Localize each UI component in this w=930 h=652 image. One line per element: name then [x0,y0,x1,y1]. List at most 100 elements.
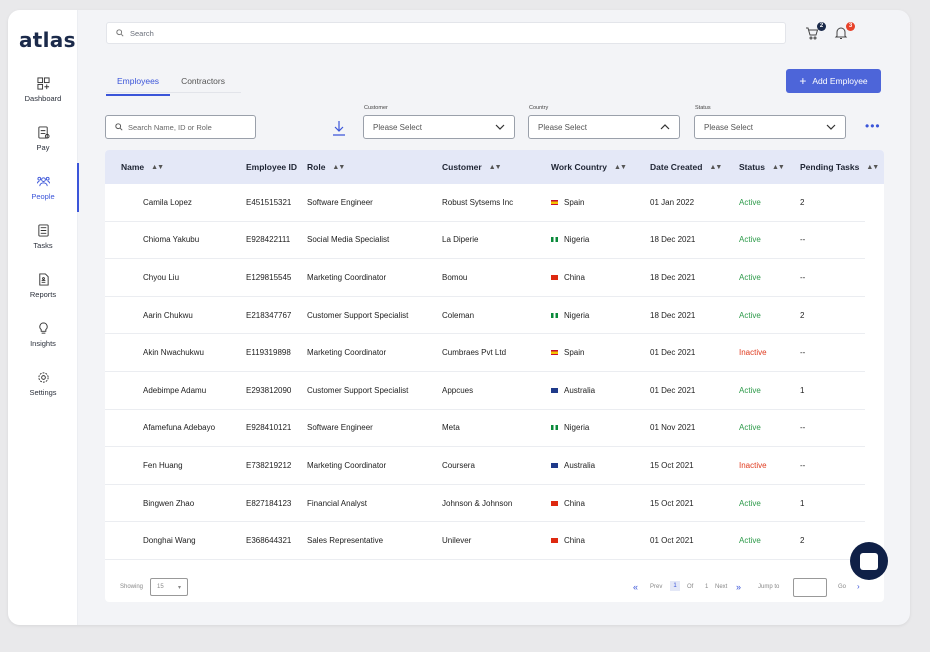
reports-icon [38,272,49,286]
page-size-value: 15 [157,584,164,590]
work-country-text: China [564,272,585,282]
column-header-customer[interactable]: Customer ▲▼ [442,162,502,172]
table-row[interactable]: Akin Nwachukwu E119319898 Marketing Coordi… [105,334,865,372]
sidebar-item-settings[interactable]: Settings [8,359,78,408]
customer-filter-select[interactable]: Please Select [363,115,515,139]
customer-name: Appcues [442,372,473,409]
employee-role: Sales Representative [307,522,383,559]
add-employee-button[interactable]: + Add Employee [786,69,881,93]
table-row[interactable]: Chioma Yakubu E928422111 Social Media Spec… [105,222,865,260]
download-icon[interactable] [332,120,346,136]
tab-employees[interactable]: Employees [106,70,171,96]
flag-icon [551,274,558,280]
flag-icon [551,425,558,431]
employees-table: Name ▲▼ Employee ID Role ▲▼ Customer ▲▼ Wor… [105,150,884,602]
more-options-icon[interactable]: ••• [865,119,881,133]
notifications-button[interactable]: 3 [834,22,855,42]
date-created: 15 Oct 2021 [650,485,694,522]
customer-name-text: Johnson & Johnson [442,498,513,508]
pending-tasks: -- [800,447,805,484]
cart-button[interactable]: 2 [805,22,826,42]
column-header-name[interactable]: Name ▲▼ [121,162,164,172]
table-row[interactable]: Chyou Liu E129815545 Marketing Coordinator… [105,259,865,297]
flag-icon [551,350,558,356]
status-badge: Active [739,410,761,447]
customer-filter-label: Customer [364,105,388,111]
customer-name: Coursera [442,447,475,484]
flag-icon [551,199,558,205]
status-badge: Active [739,522,761,559]
sidebar-item-insights[interactable]: Insights [8,310,78,359]
date-created: 01 Dec 2021 [650,334,695,371]
column-header-employee-id[interactable]: Employee ID [246,162,298,172]
jump-to-input[interactable] [793,578,827,597]
employee-name-text: Chyou Liu [143,272,180,282]
employee-id-text: E451515321 [246,197,292,207]
of-label: Of [687,584,694,590]
employee-name: Bingwen Zhao [143,485,194,522]
column-header-status[interactable]: Status ▲▼ [739,162,785,172]
showing-label: Showing [120,584,144,590]
sidebar-item-dashboard[interactable]: Dashboard [8,65,78,114]
add-employee-label: Add Employee [812,76,868,86]
employee-id: E928422111 [246,222,290,259]
date-created-text: 18 Dec 2021 [650,235,696,245]
customer-name-text: Appcues [442,385,474,395]
work-country: Spain [551,334,584,371]
status-badge: Inactive [739,334,767,371]
status-badge-text: Active [739,272,761,282]
table-row[interactable]: Donghai Wang E368644321 Sales Representati… [105,522,865,560]
table-row[interactable]: Bingwen Zhao E827184123 Financial Analyst J… [105,485,865,523]
sidebar-item-pay[interactable]: Pay [8,114,78,163]
page-size-select[interactable]: 15 ▾ [150,578,188,596]
table-row[interactable]: Afamefuna Adebayo E928410121 Software Engi… [105,410,865,448]
first-page-icon[interactable]: « [633,582,639,592]
column-header-date-created[interactable]: Date Created ▲▼ [650,162,722,172]
sidebar-item-reports[interactable]: Reports [8,261,78,310]
sort-icon: ▲▼ [488,163,502,171]
employee-search-input[interactable]: Search Name, ID or Role [105,115,256,139]
employee-id-text: E218347767 [246,310,292,320]
go-button[interactable]: Go [838,584,847,590]
column-header-role[interactable]: Role ▲▼ [307,162,345,172]
sidebar-item-tasks[interactable]: Tasks [8,212,78,261]
status-badge-text: Inactive [739,348,767,358]
table-row[interactable]: Adebimpe Adamu E293812090 Customer Support… [105,372,865,410]
status-filter-select[interactable]: Please Select [694,115,846,139]
employee-name-text: Chioma Yakubu [143,235,200,245]
tab-contractors[interactable]: Contractors [181,76,225,86]
table-row[interactable]: Camila Lopez E451515321 Software Engineer R… [105,184,865,222]
employee-name-text: Adebimpe Adamu [143,385,207,395]
status-badge: Active [739,372,761,409]
status-badge: Active [739,222,761,259]
pending-tasks-text: -- [800,272,806,282]
table-row[interactable]: Aarin Chukwu E218347767 Customer Support S… [105,297,865,335]
chevron-right-icon[interactable]: › [857,582,860,591]
pending-tasks: -- [800,259,805,296]
next-button[interactable]: Next [715,584,728,590]
employee-id-text: E928422111 [246,235,291,245]
column-header-work-country[interactable]: Work Country ▲▼ [551,162,627,172]
customer-filter-value: Please Select [373,122,422,132]
country-filter-select[interactable]: Please Select [528,115,680,139]
sidebar-item-people[interactable]: People [8,163,79,212]
employee-name: Afamefuna Adebayo [143,410,215,447]
flag-icon [551,500,558,506]
settings-icon [37,371,49,383]
chat-widget-button[interactable] [850,542,888,580]
table-row[interactable]: Fen Huang E738219212 Marketing Coordinator… [105,447,865,485]
pending-tasks: 2 [800,297,804,334]
column-header-pending-tasks[interactable]: Pending Tasks ▲▼ [800,162,879,172]
last-page-icon[interactable]: » [736,582,742,592]
status-badge: Inactive [739,447,767,484]
employee-id: E827184123 [246,485,291,522]
date-created: 18 Dec 2021 [650,297,695,334]
customer-name: Cumbraes Pvt Ltd [442,334,506,371]
employee-name-text: Bingwen Zhao [143,498,195,508]
current-page[interactable]: 1 [670,581,680,591]
customer-name: Robust Sytsems Inc [442,184,513,221]
chat-icon [860,552,878,570]
customer-name-text: Robust Sytsems Inc [442,197,514,207]
prev-button[interactable]: Prev [650,584,663,590]
global-search-input[interactable]: Search [106,22,786,44]
